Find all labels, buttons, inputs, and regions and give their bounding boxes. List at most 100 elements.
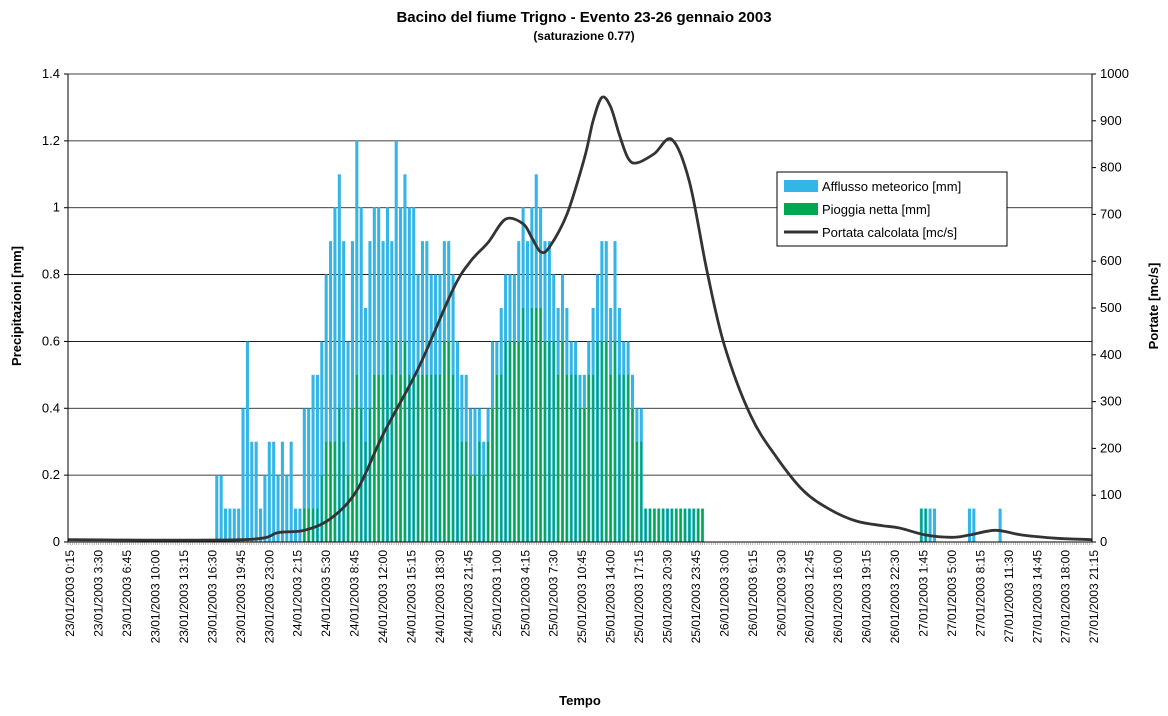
y-left-tick-label: 1 bbox=[53, 200, 60, 215]
x-tick-label: 25/01/2003 17:15 bbox=[632, 550, 646, 644]
pioggia-bar bbox=[364, 441, 367, 542]
pioggia-bar bbox=[447, 341, 450, 542]
pioggia-bar bbox=[622, 374, 625, 542]
x-tick-label: 25/01/2003 7:30 bbox=[547, 550, 561, 637]
y-right-tick-label: 1000 bbox=[1100, 66, 1129, 81]
y-right-tick-label: 0 bbox=[1100, 534, 1107, 549]
y-right-tick-label: 100 bbox=[1100, 487, 1122, 502]
x-tick-label: 26/01/2003 22:30 bbox=[888, 550, 902, 644]
pioggia-bar bbox=[640, 441, 643, 542]
afflusso-bar bbox=[215, 475, 219, 542]
pioggia-bar bbox=[587, 374, 590, 542]
y-right-tick-label: 700 bbox=[1100, 206, 1122, 221]
afflusso-bar bbox=[399, 207, 403, 542]
pioggia-bar bbox=[924, 508, 927, 542]
afflusso-bar bbox=[232, 508, 236, 542]
afflusso-bar bbox=[364, 308, 368, 542]
pioggia-bar bbox=[530, 308, 533, 542]
y-right-tick-label: 600 bbox=[1100, 253, 1122, 268]
y-right-tick-label: 800 bbox=[1100, 160, 1122, 175]
afflusso-bar bbox=[407, 207, 411, 542]
y-left-tick-label: 0.6 bbox=[42, 333, 60, 348]
x-tick-label: 26/01/2003 6:15 bbox=[746, 550, 760, 637]
pioggia-bar bbox=[373, 374, 376, 542]
x-tick-label: 23/01/2003 13:15 bbox=[177, 550, 191, 644]
pioggia-bar bbox=[548, 341, 551, 542]
pioggia-bar bbox=[688, 508, 691, 542]
x-tick-label: 24/01/2003 12:00 bbox=[376, 550, 390, 644]
afflusso-bar bbox=[372, 207, 376, 542]
y-right-tick-label: 500 bbox=[1100, 300, 1122, 315]
y-left-tick-label: 0 bbox=[53, 534, 60, 549]
x-tick-label: 23/01/2003 16:30 bbox=[205, 550, 219, 644]
x-tick-label: 25/01/2003 4:15 bbox=[518, 550, 532, 637]
afflusso-bar bbox=[337, 174, 341, 543]
pioggia-bar bbox=[452, 374, 455, 542]
afflusso-bar bbox=[263, 475, 267, 542]
pioggia-bar bbox=[434, 374, 437, 542]
afflusso-bar bbox=[311, 374, 315, 542]
pioggia-bar bbox=[644, 508, 647, 542]
pioggia-bar bbox=[329, 441, 332, 542]
pioggia-bar bbox=[596, 341, 599, 542]
x-tick-label: 25/01/2003 14:00 bbox=[604, 550, 618, 644]
x-tick-label: 24/01/2003 15:15 bbox=[405, 550, 419, 644]
afflusso-bar bbox=[342, 241, 346, 542]
afflusso-bar bbox=[254, 441, 258, 542]
afflusso-bar bbox=[320, 341, 324, 542]
pioggia-bar bbox=[609, 374, 612, 542]
afflusso-bar bbox=[346, 341, 350, 542]
pioggia-bar bbox=[360, 408, 363, 542]
x-tick-label: 25/01/2003 10:45 bbox=[575, 550, 589, 644]
afflusso-bar bbox=[967, 508, 972, 542]
x-tick-label: 27/01/2003 21:15 bbox=[1087, 550, 1101, 644]
pioggia-bar bbox=[421, 374, 424, 542]
afflusso-bar bbox=[241, 408, 245, 542]
x-tick-label: 26/01/2003 3:00 bbox=[717, 550, 731, 637]
tick-labels: 0 0.2 0.4 0.6 0.8 1 1.2 1.4 0 100 200 300 400 500 600 7… bbox=[42, 66, 1129, 643]
pioggia-bar bbox=[679, 508, 682, 542]
y-axis-left-label: Precipitazioni [mm] bbox=[9, 246, 24, 366]
x-tick-label: 26/01/2003 16:00 bbox=[831, 550, 845, 644]
x-tick-label: 23/01/2003 6:45 bbox=[120, 550, 134, 637]
x-tick-label: 27/01/2003 5:00 bbox=[945, 550, 959, 637]
pioggia-bar bbox=[684, 508, 686, 542]
x-axis-label: Tempo bbox=[559, 693, 601, 708]
afflusso-bar bbox=[289, 441, 293, 542]
pioggia-bar bbox=[649, 508, 651, 542]
pioggia-bar bbox=[579, 408, 581, 542]
pioggia-bar bbox=[544, 341, 546, 542]
pioggia-bar bbox=[697, 508, 700, 542]
pioggia-bar bbox=[500, 374, 503, 542]
afflusso-bar bbox=[302, 408, 306, 542]
pioggia-bar bbox=[513, 341, 516, 542]
x-tick-label: 26/01/2003 19:15 bbox=[860, 550, 874, 644]
pioggia-bar bbox=[334, 441, 336, 542]
x-tick-label: 24/01/2003 2:15 bbox=[291, 550, 305, 637]
pioggia-bar bbox=[399, 374, 402, 542]
afflusso-bar bbox=[928, 508, 932, 542]
pioggia-bar bbox=[920, 508, 923, 542]
afflusso-bar bbox=[324, 274, 328, 542]
pioggia-bar bbox=[474, 475, 476, 542]
x-tick-label: 23/01/2003 10:00 bbox=[149, 550, 163, 644]
x-tick-label: 27/01/2003 18:00 bbox=[1059, 550, 1073, 644]
afflusso-bar bbox=[298, 508, 302, 542]
pioggia-bar bbox=[469, 475, 472, 542]
pioggia-bar bbox=[443, 341, 446, 542]
afflusso-bar bbox=[333, 207, 337, 542]
pioggia-bar bbox=[570, 374, 573, 542]
y-left-tick-label: 0.2 bbox=[42, 467, 60, 482]
pioggia-bar bbox=[430, 374, 433, 542]
y-left-tick-label: 0.8 bbox=[42, 267, 60, 282]
y-left-tick-label: 1.4 bbox=[42, 66, 60, 81]
pioggia-bar bbox=[465, 441, 468, 542]
x-tick-label: 26/01/2003 9:30 bbox=[774, 550, 788, 637]
y-right-tick-label: 300 bbox=[1100, 394, 1122, 409]
pioggia-bar bbox=[460, 441, 463, 542]
afflusso-bar bbox=[329, 241, 333, 542]
y-right-tick-label: 400 bbox=[1100, 347, 1122, 362]
x-tick-label: 27/01/2003 8:15 bbox=[973, 550, 987, 637]
pioggia-bar bbox=[425, 374, 428, 542]
